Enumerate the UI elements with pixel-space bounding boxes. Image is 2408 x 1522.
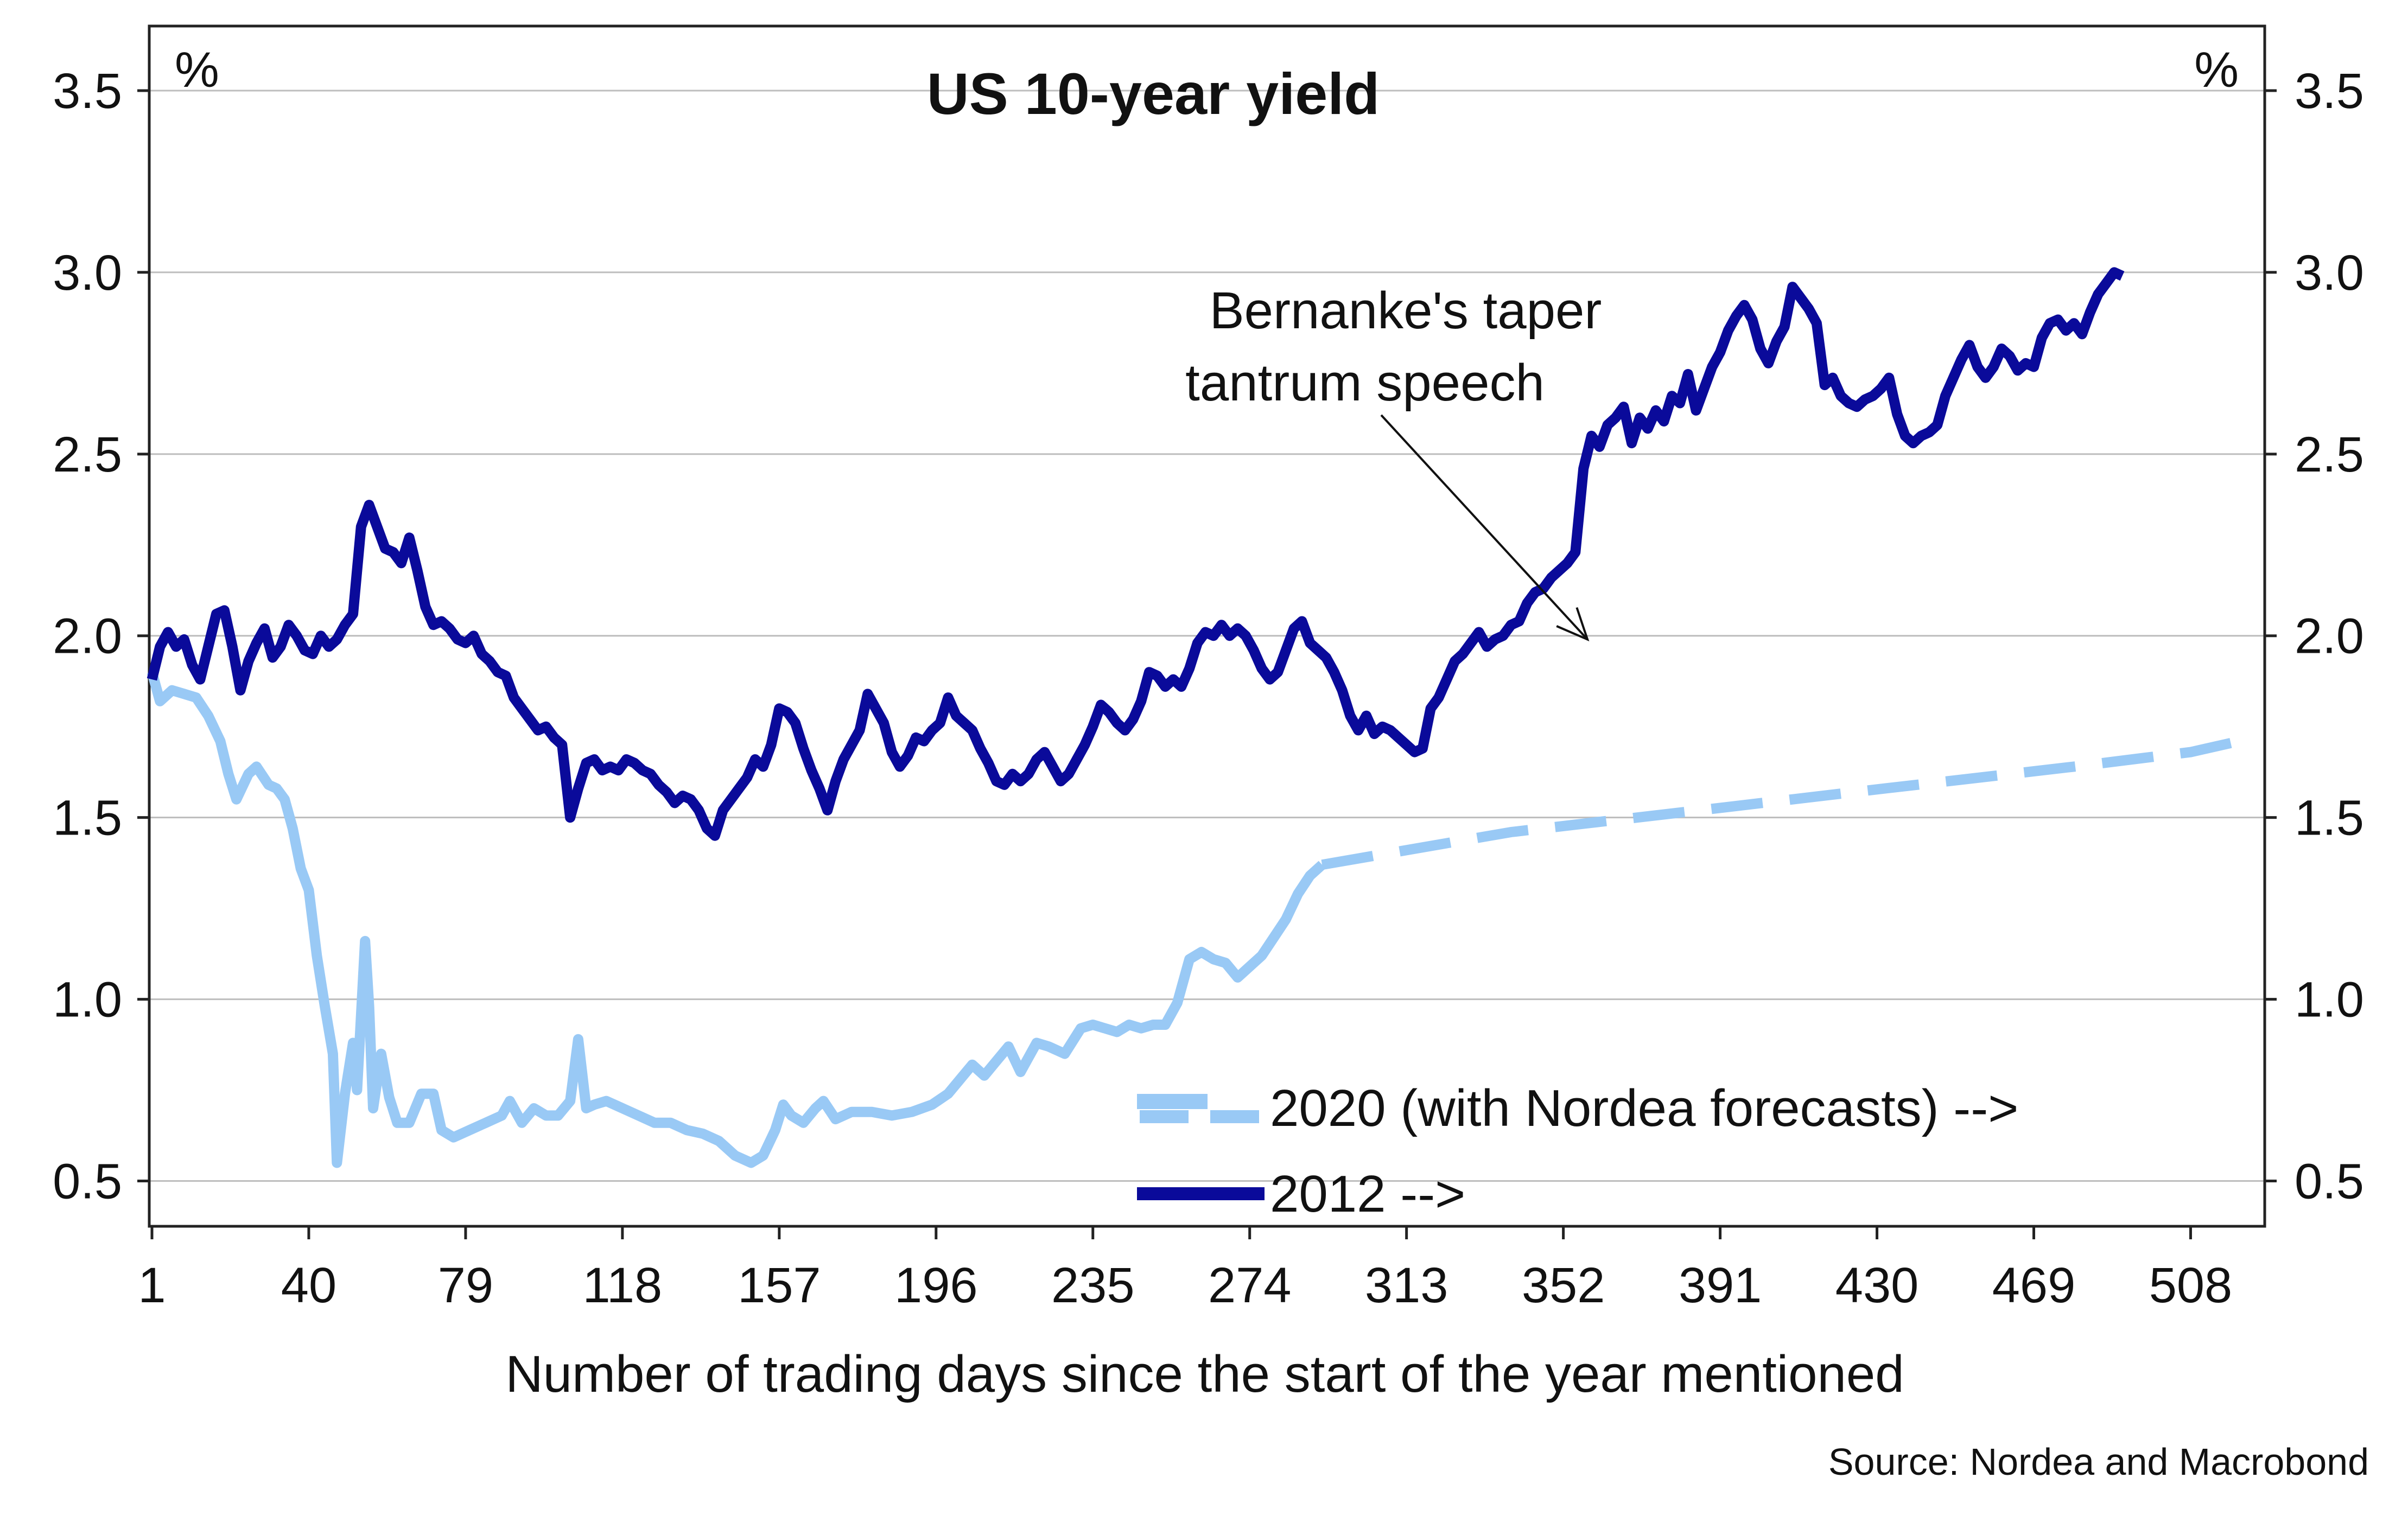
x-tick-label: 430 (1835, 1258, 1919, 1313)
y-tick-label-left: 3.0 (53, 245, 122, 301)
annotation-arrow-shaft (1380, 414, 1589, 640)
y-tick-label-right: 1.5 (2295, 791, 2364, 846)
x-axis-ticks: 1 40 79 118 157 196 235 274 313 352 391 430 469 508 (138, 1226, 2232, 1313)
x-tick-label: 40 (281, 1258, 336, 1313)
y-tick-label-left: 1.0 (53, 972, 122, 1028)
y-unit-right: % (2194, 42, 2239, 98)
y-tick-label-right: 3.0 (2295, 245, 2364, 301)
x-axis-label: Number of trading days since the start o… (505, 1345, 1904, 1403)
y-tick-label-left: 3.5 (53, 63, 122, 119)
gridlines (149, 90, 2265, 1182)
y-tick-label-right: 2.0 (2295, 609, 2364, 664)
series-line-2020 (147, 671, 1326, 1168)
legend-label-2020: 2020 (with Nordea forecasts) --> (1270, 1079, 2018, 1137)
x-tick-label: 79 (438, 1258, 493, 1313)
x-tick-label: 1 (138, 1258, 166, 1313)
y-tick-label-right: 1.0 (2295, 972, 2364, 1028)
plot-frame (148, 24, 2266, 1228)
x-tick-label: 118 (583, 1258, 663, 1313)
y-tick-label-left: 0.5 (53, 1154, 122, 1209)
y-tick-label-left: 2.0 (53, 609, 122, 664)
y-tick-label-left: 1.5 (53, 791, 122, 846)
y-unit-left: % (175, 42, 219, 98)
y-tick-label-right: 2.5 (2295, 427, 2364, 482)
x-tick-label: 235 (1051, 1258, 1135, 1313)
annotation-text-line-1: Bernanke's taper (1210, 282, 1602, 340)
y-axis-ticks: 0.5 0.5 1.0 1.0 1.5 1.5 2.0 2.0 2.5 2.5 3.0 3.0 3.5 3… (53, 63, 2364, 1209)
annotation-arrow (1380, 414, 1590, 642)
chart-title: US 10-year yield (927, 61, 1380, 126)
x-tick-label: 157 (738, 1258, 821, 1313)
x-tick-label: 508 (2149, 1258, 2233, 1313)
annotation-arrow-head (1556, 607, 1590, 642)
annotation-text-line-2: tantrum speech (1185, 354, 1545, 412)
legend: 2020 (with Nordea forecasts) --> 2012 --… (1137, 1079, 2018, 1223)
series-line-2012 (147, 267, 2125, 841)
source-note: Source: Nordea and Macrobond (1828, 1441, 2369, 1483)
x-tick-label: 274 (1208, 1258, 1292, 1313)
x-tick-label: 469 (1992, 1258, 2076, 1313)
x-tick-label: 352 (1522, 1258, 1605, 1313)
series-layer (147, 267, 2240, 1168)
x-tick-label: 196 (894, 1258, 978, 1313)
y-tick-label-right: 3.5 (2295, 63, 2364, 119)
x-tick-label: 391 (1679, 1258, 1762, 1313)
y-tick-label-right: 0.5 (2295, 1154, 2364, 1209)
x-tick-label: 313 (1365, 1258, 1448, 1313)
series-line-2020-forecast (1321, 736, 2240, 870)
legend-label-2012: 2012 --> (1270, 1165, 1465, 1223)
y-tick-label-left: 2.5 (53, 427, 122, 482)
